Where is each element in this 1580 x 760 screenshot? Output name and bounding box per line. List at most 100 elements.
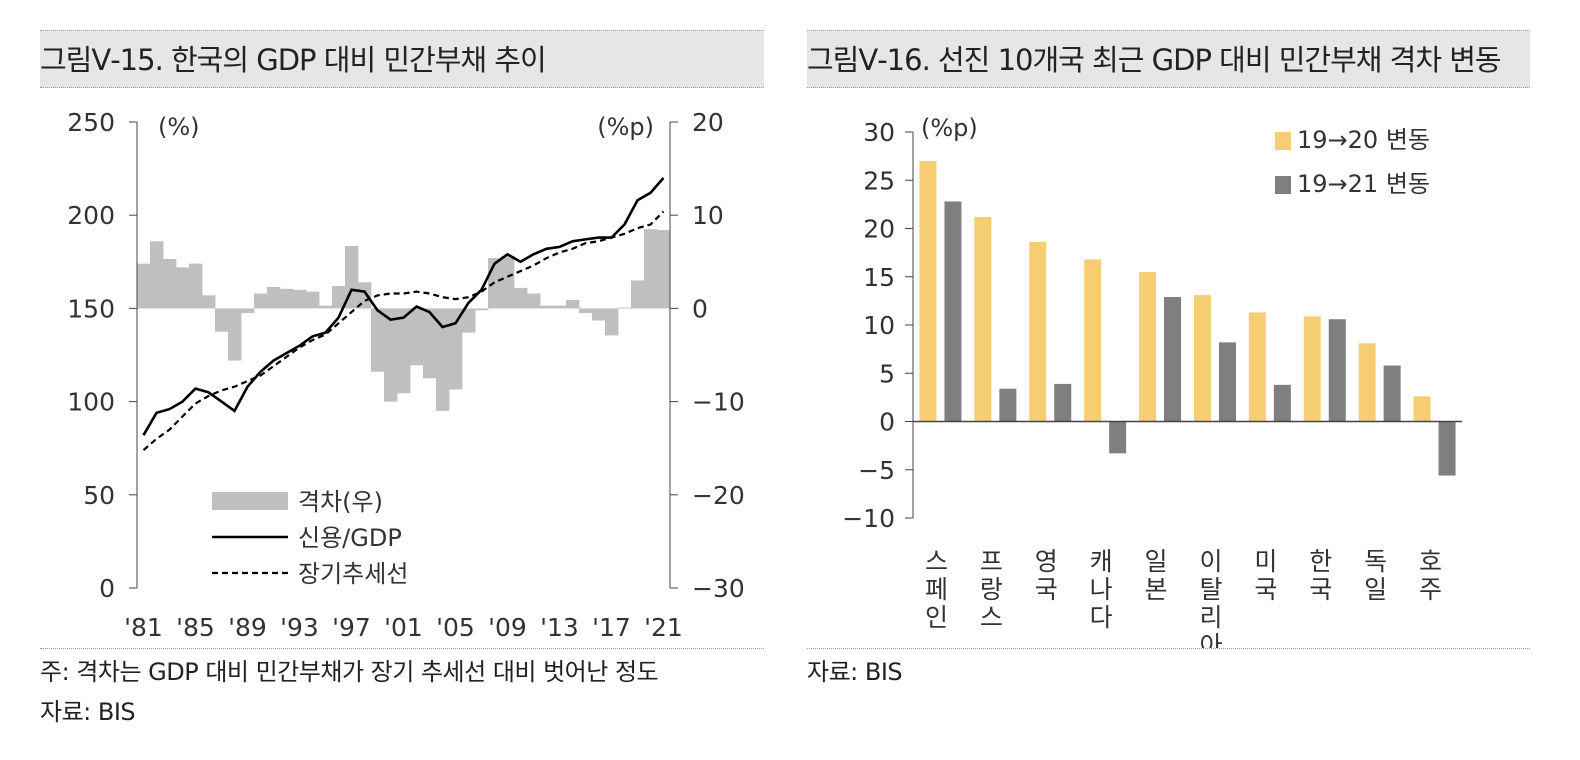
gap-bar	[540, 305, 554, 309]
left-figure-title: 그림Ⅴ-15. 한국의 GDP 대비 민간부채 추이	[40, 30, 764, 88]
legend-label: 19→20 변동	[1297, 126, 1430, 154]
bar-19to21	[1164, 297, 1182, 422]
advanced-economies-gap-chart: −10 −5 0 5 10 15 20 25 30 (%p) 스 페 인 프 랑 스 영 국 캐 나 다 일 본 이 탈 리 아 미 국…	[842, 114, 1462, 648]
y-tick-label: 5	[879, 359, 895, 388]
x-tick-label: '13	[540, 613, 579, 642]
gap-bar	[527, 293, 541, 309]
y-tick-label: −10	[842, 504, 895, 533]
gap-bar	[579, 308, 593, 314]
legend-gap-swatch	[212, 492, 288, 510]
x-tick-label: '17	[592, 613, 631, 642]
gap-bar	[280, 288, 294, 309]
y-tick-label: 0	[879, 408, 895, 437]
legend-swatch	[1275, 176, 1291, 194]
bar-19to21	[944, 201, 962, 422]
gap-bar	[345, 245, 359, 309]
bar-19to20	[1084, 259, 1102, 422]
x-tick-label: '81	[124, 613, 163, 642]
left-y-tick-label: 250	[67, 108, 115, 137]
gap-bar	[605, 308, 619, 336]
right-y-tick-label: 20	[692, 108, 724, 137]
right-y-tick-label: −10	[692, 388, 745, 417]
gap-bar	[319, 305, 333, 309]
gap-bar	[462, 308, 476, 333]
gap-bar	[644, 229, 658, 309]
x-tick-label: '85	[176, 613, 215, 642]
right-y-tick-label: −30	[692, 574, 745, 603]
bar-19to21	[1328, 319, 1346, 422]
gap-bar	[631, 280, 645, 309]
x-tick-label: '97	[332, 613, 371, 642]
bar-19to20	[1193, 295, 1211, 422]
gap-bar	[202, 295, 216, 309]
bar-19to20	[919, 160, 937, 422]
bar-19to20	[1303, 316, 1321, 422]
legend-credit-label: 신용/GDP	[298, 524, 402, 552]
gap-bar	[150, 241, 164, 309]
gap-bar	[553, 305, 567, 309]
left-footer-divider	[40, 648, 764, 649]
bar-19to21	[1109, 421, 1127, 454]
bar-19to21	[1054, 383, 1072, 422]
x-tick-label: '21	[644, 613, 683, 642]
x-tick-label: '01	[384, 613, 423, 642]
bar-19to21	[999, 388, 1017, 422]
left-y-tick-label: 0	[99, 574, 115, 603]
right-figure-panel: 그림Ⅴ-16. 선진 10개국 최근 GDP 대비 민간부채 격차 변동 −10…	[807, 30, 1530, 689]
gap-bar	[592, 308, 606, 321]
gap-bar	[215, 308, 229, 332]
gap-bar	[618, 307, 632, 309]
gap-bar	[449, 308, 463, 390]
y-tick-label: 10	[863, 311, 895, 340]
y-tick-label: 25	[863, 166, 895, 195]
bar-19to20	[1248, 312, 1266, 422]
left-figure-panel: 그림Ⅴ-15. 한국의 GDP 대비 민간부채 추이 0 50 100 150 200 2…	[40, 30, 764, 729]
y-tick-label: 15	[863, 263, 895, 292]
y-tick-label: 30	[863, 118, 895, 147]
x-tick-label: '09	[488, 613, 527, 642]
left-figure-note: 주: 격차는 GDP 대비 민간부채가 장기 추세선 대비 벗어난 정도	[40, 658, 659, 686]
y-tick-label: 20	[863, 215, 895, 244]
left-y-tick-label: 150	[67, 294, 115, 323]
gap-bar	[501, 256, 515, 309]
right-footer-divider	[807, 648, 1530, 649]
gap-bar	[267, 286, 281, 309]
bar-19to21	[1218, 342, 1236, 422]
right-y-tick-label: −20	[692, 481, 745, 510]
gap-bar	[306, 291, 320, 309]
legend-label: 19→21 변동	[1297, 170, 1430, 198]
bar-19to20	[1029, 242, 1047, 422]
gap-bar	[514, 287, 528, 309]
gap-bar	[566, 300, 580, 309]
x-tick-label: '05	[436, 613, 475, 642]
legend-gap-label: 격차(우)	[298, 488, 383, 516]
gap-bar	[254, 293, 268, 309]
left-y-tick-label: 50	[83, 481, 115, 510]
axis-unit: (%p)	[921, 114, 978, 142]
legend-trend-label: 장기추세선	[298, 560, 408, 588]
bar-19to20	[1358, 343, 1376, 422]
right-axis-unit: (%p)	[597, 113, 654, 141]
gap-bar	[241, 308, 255, 314]
gap-bar	[436, 308, 450, 411]
right-figure-title: 그림Ⅴ-16. 선진 10개국 최근 GDP 대비 민간부채 격차 변동	[807, 30, 1530, 88]
bar-19to21	[1383, 365, 1401, 422]
gap-bar	[410, 308, 424, 366]
gap-bar	[371, 308, 385, 372]
gap-bar	[176, 267, 190, 309]
credit-gdp-line	[142, 177, 665, 436]
y-tick-label: −5	[858, 456, 895, 485]
left-y-tick-label: 100	[67, 388, 115, 417]
gap-bar	[384, 308, 398, 402]
gap-bar	[358, 282, 372, 309]
left-figure-source: 자료: BIS	[40, 698, 136, 726]
bar-19to20	[974, 216, 992, 422]
left-axis-unit: (%)	[158, 113, 200, 141]
